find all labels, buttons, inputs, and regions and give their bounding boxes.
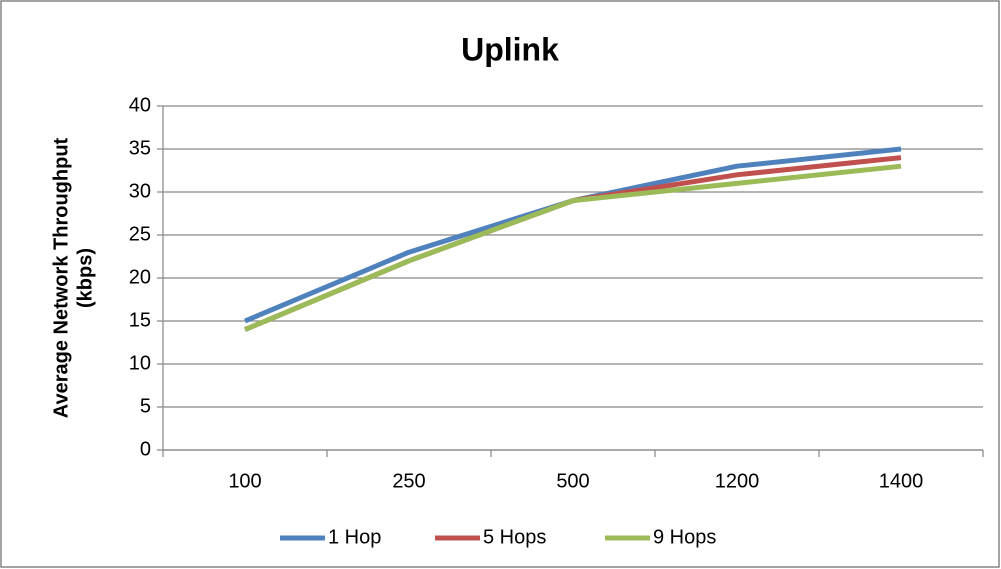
y-tick-label: 30	[129, 180, 151, 202]
y-tick-label: 0	[140, 438, 151, 460]
x-tick-label: 250	[392, 470, 425, 492]
y-tick-label: 20	[129, 266, 151, 288]
legend-label: 1 Hop	[328, 526, 381, 548]
x-tick-label: 1200	[715, 470, 760, 492]
y-tick-label: 25	[129, 223, 151, 245]
y-tick-label: 35	[129, 137, 151, 159]
y-axis-label-line: Average Network Throughput	[50, 137, 72, 418]
legend-label: 9 Hops	[653, 526, 716, 548]
y-tick-label: 10	[129, 352, 151, 374]
legend-label: 5 Hops	[483, 526, 546, 548]
y-tick-label: 5	[140, 395, 151, 417]
y-axis-label-line: (kbps)	[74, 248, 96, 308]
x-tick-label: 500	[556, 470, 589, 492]
y-axis-label: Average Network Throughput (kbps)	[50, 137, 96, 418]
y-tick-label: 15	[129, 309, 151, 331]
chart-title: Uplink	[461, 31, 559, 67]
x-tick-label: 1400	[879, 470, 924, 492]
data-line	[244, 163, 902, 332]
y-tick-label: 40	[129, 94, 151, 116]
x-tick-label: 100	[228, 470, 261, 492]
